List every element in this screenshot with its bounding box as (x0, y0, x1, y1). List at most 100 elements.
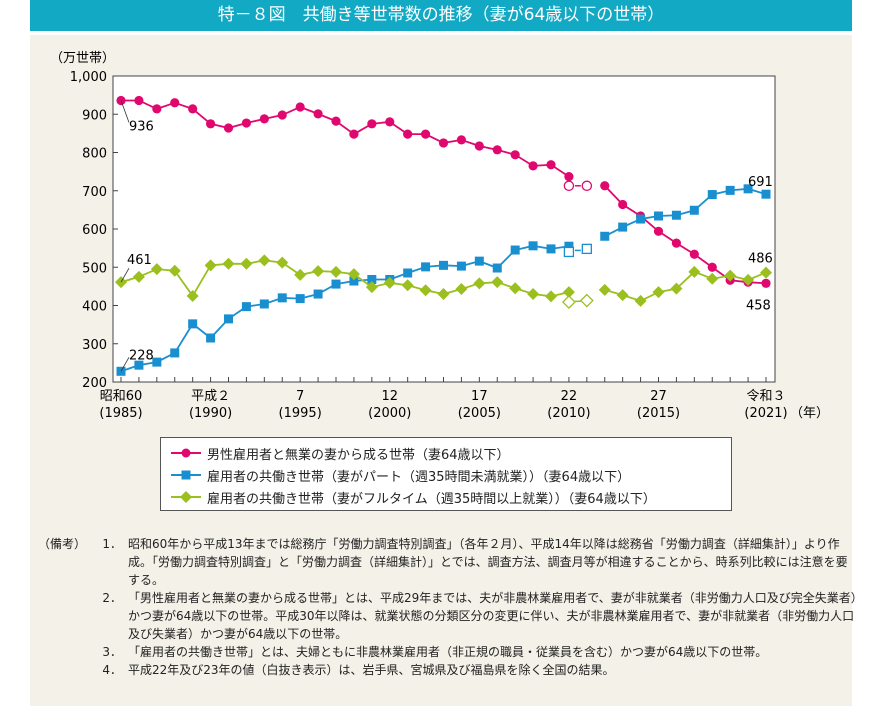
hollow-data-point-1 (581, 243, 592, 255)
data-point-0 (492, 145, 502, 155)
data-point-0 (152, 104, 162, 114)
data-point-0 (474, 141, 484, 151)
note-number: 1． (102, 537, 122, 551)
data-point-0 (367, 119, 377, 129)
data-point-1 (295, 294, 305, 304)
x-tick-era-label: 7 (296, 389, 304, 404)
data-point-1 (528, 241, 538, 251)
x-tick-year-label: (1990) (189, 406, 232, 421)
y-tick-label: 300 (82, 338, 107, 353)
note-number: 4． (102, 663, 122, 677)
note-number: 3． (102, 645, 122, 659)
x-tick-era-label: 12 (381, 389, 398, 404)
data-point-1 (654, 211, 663, 221)
data-point-2 (455, 283, 468, 296)
legend-label: 雇用者の共働き世帯（妻がパート（週35時間未満就業））（妻64歳以下） (207, 469, 631, 485)
note-item: 3． 「雇用者の共働き世帯」とは、夫婦ともに非農林業雇用者（非正規の職員・従業員を… (38, 643, 858, 661)
data-point-1 (259, 299, 269, 309)
legend-item-dual-income-part-time: 雇用者の共働き世帯（妻がパート（週35時間未満就業））（妻64歳以下） (171, 465, 630, 485)
note-text: 「男性雇用者と無業の妻から成る世帯」とは、平成29年までは、夫が非農林業雇用者で… (128, 591, 857, 641)
square-marker-icon (171, 470, 201, 480)
data-point-0 (653, 226, 664, 236)
x-tick-year-label: (2010) (547, 406, 590, 421)
data-point-2 (186, 289, 199, 302)
data-point-1 (671, 210, 681, 220)
data-point-1 (474, 256, 484, 266)
data-point-0 (134, 95, 144, 106)
data-label: 486 (748, 252, 773, 267)
x-tick-era-label: 昭和60 (100, 389, 143, 404)
series-line-1 (604, 187, 767, 238)
diamond-marker-icon (171, 491, 201, 503)
x-tick-year-label: (2021) (744, 406, 787, 421)
annotation-leader (120, 267, 130, 283)
data-point-2 (652, 286, 665, 299)
data-point-0 (564, 171, 574, 182)
legend-item-dual-income-full-time: 雇用者の共働き世帯（妻がフルタイム（週35時間以上就業））（妻64歳以下） (171, 487, 656, 507)
data-point-2 (509, 282, 522, 295)
x-tick-year-label: (2005) (458, 406, 501, 421)
note-item: 4． 平成22年及び23年の値（白抜き表示）は、岩手県、宮城県及び福島県を除く全国… (38, 661, 858, 679)
data-point-2 (473, 277, 486, 290)
note-item: （備考） 1． 昭和60年から平成13年までは総務庁「労働力調査特別調査」（各年２月… (38, 535, 858, 589)
data-point-2 (168, 264, 181, 277)
data-point-1 (725, 185, 735, 195)
x-tick-era-label: 22 (561, 389, 578, 404)
data-point-2 (132, 270, 145, 283)
legend: 男性雇用者と無業の妻から成る世帯（妻64歳以下） 雇用者の共働き世帯（妻がパート… (160, 437, 732, 511)
note-text: 昭和60年から平成13年までは総務庁「労働力調査特別調査」（各年２月）、平成14… (128, 537, 848, 587)
data-point-1 (707, 190, 717, 200)
data-point-2 (276, 256, 289, 269)
hollow-data-point-0 (581, 180, 593, 192)
data-point-0 (385, 117, 395, 127)
data-point-2 (294, 268, 307, 281)
note-number: 2． (102, 591, 122, 605)
data-point-2 (240, 257, 253, 270)
data-label: 458 (746, 298, 771, 313)
data-point-1 (152, 357, 162, 367)
data-point-2 (150, 263, 163, 276)
data-point-0 (403, 129, 413, 139)
data-point-2 (562, 286, 575, 299)
data-point-1 (456, 261, 466, 271)
y-tick-label: 700 (82, 185, 107, 200)
data-point-1 (439, 260, 448, 270)
data-point-1 (188, 319, 198, 329)
x-tick-year-label: (1985) (99, 406, 142, 421)
y-tick-label: 900 (82, 108, 107, 123)
data-point-0 (528, 161, 538, 171)
data-point-1 (349, 276, 359, 286)
data-point-2 (437, 288, 450, 301)
data-point-2 (742, 273, 755, 286)
data-point-1 (743, 184, 753, 194)
note-text: 平成22年及び23年の値（白抜き表示）は、岩手県、宮城県及び福島県を除く全国の結… (128, 663, 615, 677)
data-point-2 (598, 283, 611, 296)
data-point-0 (170, 98, 180, 108)
data-point-2 (365, 281, 378, 294)
circle-marker-icon (171, 448, 201, 458)
data-point-0 (241, 118, 252, 128)
legend-label: 雇用者の共働き世帯（妻がフルタイム（週35時間以上就業））（妻64歳以下） (207, 491, 656, 507)
data-point-2 (670, 282, 683, 295)
data-point-0 (761, 278, 771, 288)
x-tick-era-label: 17 (471, 389, 488, 404)
data-point-1 (618, 222, 628, 232)
note-item: 2． 「男性雇用者と無業の妻から成る世帯」とは、平成29年までは、夫が非農林業雇用… (38, 589, 858, 643)
data-point-2 (760, 266, 772, 279)
line-chart: （万世帯） 200 300 400 500 600 700 800 900 1,000 昭和60 (1… (50, 51, 829, 421)
data-point-2 (347, 268, 360, 281)
hollow-data-point-2 (561, 295, 576, 309)
figure-title: 特－８図 共働き等世帯数の推移（妻が64歳以下の世帯） (30, 0, 852, 31)
data-point-2 (419, 284, 432, 297)
y-tick-label: 1,000 (70, 70, 107, 85)
data-point-0 (277, 110, 287, 120)
x-tick-year-label: (2000) (368, 406, 411, 421)
data-point-2 (330, 265, 342, 278)
data-point-1 (331, 279, 341, 289)
data-point-2 (688, 265, 701, 278)
series-line-2 (604, 270, 767, 302)
data-point-1 (224, 314, 233, 324)
data-point-1 (564, 241, 574, 251)
hollow-data-point-0 (563, 180, 575, 192)
data-point-0 (689, 249, 699, 259)
